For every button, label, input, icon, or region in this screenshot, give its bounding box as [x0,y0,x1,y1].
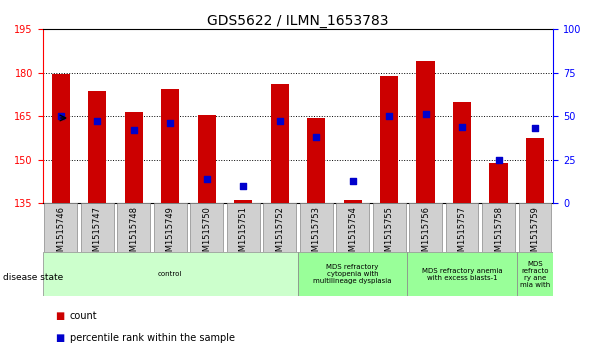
Title: GDS5622 / ILMN_1653783: GDS5622 / ILMN_1653783 [207,14,389,28]
Point [238,183,248,189]
Text: GSM1515751: GSM1515751 [239,206,247,262]
Text: ■: ■ [55,333,64,343]
Text: GSM1515758: GSM1515758 [494,206,503,262]
Bar [234,200,252,203]
FancyBboxPatch shape [446,203,478,252]
Text: GSM1515747: GSM1515747 [93,206,102,262]
Bar [416,61,435,203]
Text: GSM1515749: GSM1515749 [166,206,174,262]
Text: GSM1515750: GSM1515750 [202,206,211,262]
FancyBboxPatch shape [409,203,442,252]
Text: percentile rank within the sample: percentile rank within the sample [70,333,235,343]
FancyBboxPatch shape [519,203,551,252]
Point [530,126,540,131]
Text: GSM1515753: GSM1515753 [312,206,320,262]
Point [129,127,139,133]
Text: GSM1515754: GSM1515754 [348,206,357,262]
Point [165,120,175,126]
Text: control: control [158,271,182,277]
FancyBboxPatch shape [81,203,114,252]
FancyBboxPatch shape [43,252,298,296]
FancyBboxPatch shape [263,203,296,252]
Text: GSM1515759: GSM1515759 [531,206,539,262]
Bar [125,112,143,203]
Text: MDS refractory
cytopenia with
multilineage dysplasia: MDS refractory cytopenia with multilinea… [313,264,392,284]
Point [202,176,212,182]
Text: GSM1515757: GSM1515757 [458,206,466,262]
FancyBboxPatch shape [154,203,187,252]
Point [421,111,430,117]
Bar [380,76,398,203]
Point [494,157,503,163]
Point [275,118,285,124]
Bar [453,102,471,203]
Text: GSM1515752: GSM1515752 [275,206,284,262]
FancyBboxPatch shape [227,203,260,252]
Bar [489,163,508,203]
FancyBboxPatch shape [44,203,77,252]
FancyBboxPatch shape [482,203,515,252]
Text: disease state: disease state [3,273,63,282]
FancyBboxPatch shape [517,252,553,296]
FancyBboxPatch shape [336,203,369,252]
FancyBboxPatch shape [117,203,150,252]
Text: MDS
refracto
ry ane
mia with: MDS refracto ry ane mia with [520,261,550,287]
FancyBboxPatch shape [407,252,517,296]
Text: GSM1515746: GSM1515746 [57,206,65,262]
Point [92,118,102,124]
Bar [161,89,179,203]
FancyBboxPatch shape [190,203,223,252]
Text: GSM1515756: GSM1515756 [421,206,430,262]
Text: GSM1515755: GSM1515755 [385,206,393,262]
Bar [198,115,216,203]
Text: ■: ■ [55,311,64,321]
FancyBboxPatch shape [373,203,406,252]
Point [311,134,321,140]
Bar [307,118,325,203]
Bar [52,74,70,203]
Point [384,113,394,119]
Text: count: count [70,311,97,321]
Bar [88,91,106,203]
Text: GSM1515748: GSM1515748 [130,206,138,262]
FancyBboxPatch shape [300,203,333,252]
Bar [271,84,289,203]
Bar [344,200,362,203]
Bar [526,138,544,203]
Point [348,178,358,184]
FancyBboxPatch shape [298,252,407,296]
Point [457,124,467,130]
Text: MDS refractory anemia
with excess blasts-1: MDS refractory anemia with excess blasts… [422,268,502,281]
Point [56,113,66,119]
